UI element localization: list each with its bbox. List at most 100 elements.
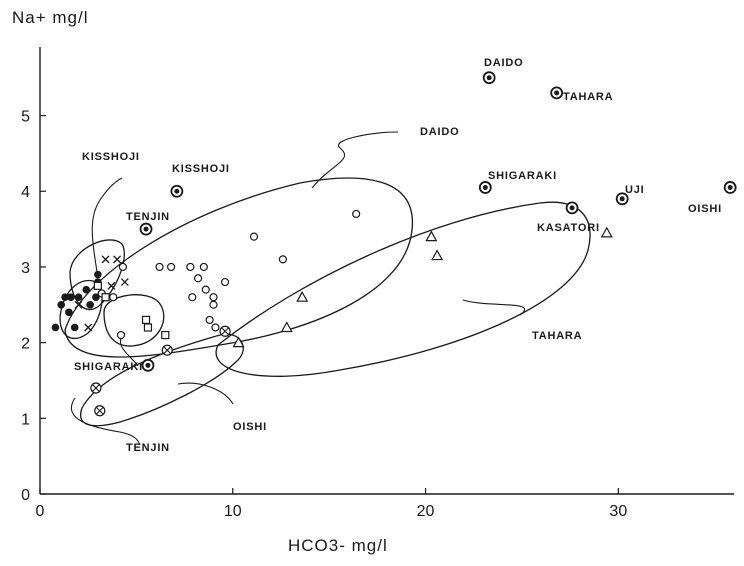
data-point-open-circle xyxy=(352,209,361,219)
y-tick-label: 2 xyxy=(21,336,30,353)
data-point-square xyxy=(141,315,151,325)
x-ticks: 0 10 20 30 xyxy=(36,488,627,520)
data-point-triangle xyxy=(431,249,444,261)
annotation-label: TAHARA xyxy=(563,91,613,103)
annotation-label: SHIGARAKI xyxy=(74,361,143,373)
leader-kisshoji xyxy=(91,177,123,279)
data-point-cross xyxy=(74,300,83,309)
data-point-filled-circle xyxy=(57,300,66,309)
data-point-square xyxy=(93,281,102,290)
data-point-open-circle xyxy=(205,315,214,325)
data-point-open-circle xyxy=(249,232,259,241)
data-point-filled-circle xyxy=(94,270,102,279)
annotation-label: TENJIN xyxy=(126,442,170,454)
data-point-dotted-circle xyxy=(139,222,153,236)
y-tick-label: 1 xyxy=(21,411,30,428)
region-shigaraki xyxy=(103,294,165,347)
data-point-dotted-circle xyxy=(550,86,564,100)
data-point-open-circle xyxy=(220,277,230,287)
data-point-filled-circle xyxy=(86,300,94,309)
data-point-open-circle xyxy=(155,262,164,272)
data-point-cross xyxy=(101,255,110,264)
data-point-filled-circle xyxy=(65,308,73,317)
annotation-label: KASATORI xyxy=(537,222,600,234)
x-tick-label: 20 xyxy=(417,503,435,520)
data-point-open-circle xyxy=(186,262,195,272)
y-ticks: 0 1 2 3 4 5 xyxy=(21,109,46,504)
data-point-crossed-circle xyxy=(90,382,102,394)
annotation-label: OISHI xyxy=(688,203,722,215)
data-point-cross xyxy=(113,255,122,264)
data-point-open-circle xyxy=(166,262,176,272)
y-tick-label: 0 xyxy=(21,487,30,504)
annotation-label: KISSHOJI xyxy=(172,163,230,175)
annotation-label: TENJIN xyxy=(126,211,170,223)
data-point-open-circle xyxy=(209,300,218,309)
leader-oishi xyxy=(177,382,234,405)
data-point-triangle xyxy=(600,226,613,238)
data-point-open-circle xyxy=(199,262,208,272)
data-point-open-circle xyxy=(278,255,287,264)
leader-daido xyxy=(311,131,399,189)
data-point-dotted-circle xyxy=(615,192,629,206)
data-point-open-circle xyxy=(211,323,220,332)
data-point-cross xyxy=(120,278,129,287)
data-point-dotted-circle xyxy=(565,201,579,215)
data-point-square xyxy=(143,323,153,332)
data-point-dotted-circle xyxy=(723,181,737,194)
data-point-dotted-circle xyxy=(482,71,496,85)
data-point-filled-circle xyxy=(92,293,100,302)
annotation-label: KISSHOJI xyxy=(82,151,140,163)
data-point-open-circle xyxy=(209,293,218,302)
data-point-open-circle xyxy=(118,262,127,272)
annotation-label: SHIGARAKI xyxy=(488,170,557,182)
data-point-triangle xyxy=(232,336,245,348)
data-point-filled-circle xyxy=(70,323,79,332)
x-tick-label: 0 xyxy=(36,503,45,520)
annotation-label: UJI xyxy=(625,184,645,196)
annotation-label: DAIDO xyxy=(484,57,523,69)
data-point-open-circle xyxy=(201,285,210,294)
data-point-open-circle xyxy=(109,293,118,302)
data-point-crossed-circle xyxy=(161,344,173,356)
data-point-triangle xyxy=(296,290,309,302)
data-point-dotted-circle xyxy=(478,181,492,194)
x-axis-title: HCO3- mg/l xyxy=(288,536,388,555)
leader-tahara xyxy=(462,299,526,316)
data-point-cross xyxy=(107,281,116,290)
region-tahara xyxy=(215,201,591,377)
x-tick-label: 30 xyxy=(609,503,627,520)
data-point-dotted-circle xyxy=(141,358,155,372)
annotations: DAIDO TAHARA DAIDO SHIGARAKI UJI OISHI KASATOR… xyxy=(74,57,722,454)
data-point-cross xyxy=(84,323,93,332)
data-point-dotted-circle xyxy=(170,184,184,198)
data-point-triangle xyxy=(280,321,293,333)
axes xyxy=(39,47,734,495)
data-point-crossed-circle xyxy=(94,405,106,417)
region-tenjin xyxy=(59,279,103,340)
data-points xyxy=(51,71,737,417)
data-point-filled-circle xyxy=(82,285,91,294)
data-point-filled-circle xyxy=(61,293,69,302)
annotation-label: TAHARA xyxy=(532,330,582,342)
data-point-filled-circle xyxy=(67,293,75,302)
region-daido xyxy=(64,177,413,358)
annotation-label: DAIDO xyxy=(420,126,459,138)
data-point-square xyxy=(101,293,110,302)
annotation-label: OISHI xyxy=(233,421,267,433)
y-tick-label: 4 xyxy=(21,184,30,201)
data-point-open-circle xyxy=(193,274,203,283)
data-point-crossed-circle xyxy=(219,325,231,337)
data-point-filled-circle xyxy=(51,323,60,332)
y-axis-title: Na+ mg/l xyxy=(12,8,89,27)
data-point-square xyxy=(161,330,170,340)
x-tick-label: 10 xyxy=(224,503,242,520)
data-point-open-circle xyxy=(116,330,126,340)
y-tick-label: 5 xyxy=(21,109,30,126)
leader-tenjin xyxy=(70,397,141,446)
data-point-open-circle xyxy=(188,293,197,302)
data-point-triangle xyxy=(425,230,438,242)
y-tick-label: 3 xyxy=(21,260,30,277)
data-point-filled-circle xyxy=(74,293,83,302)
